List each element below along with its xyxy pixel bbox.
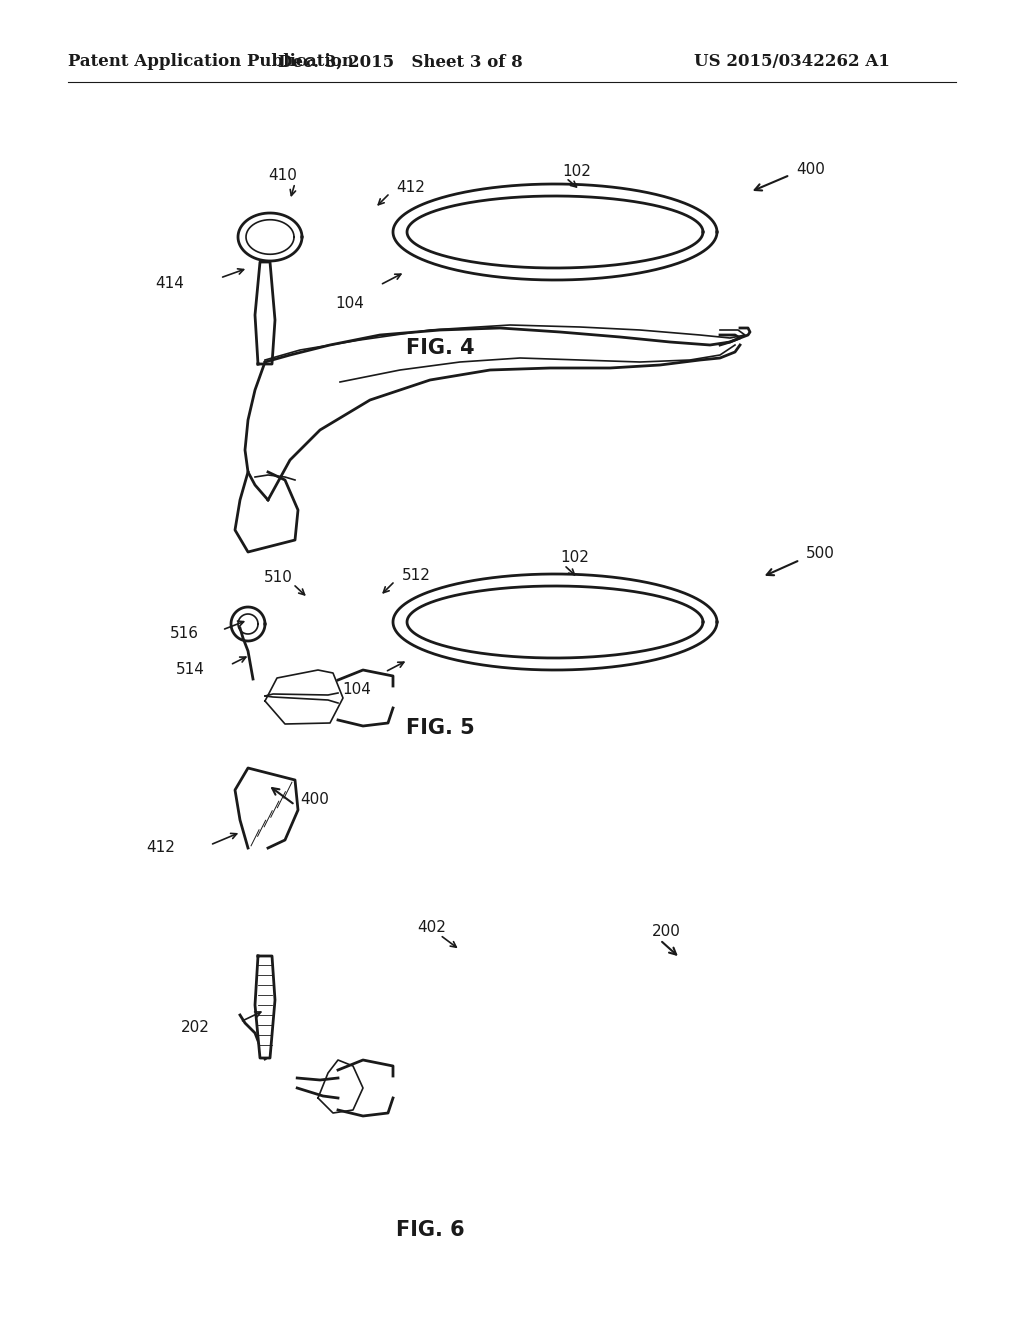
Text: 510: 510 bbox=[263, 569, 293, 585]
Text: FIG. 4: FIG. 4 bbox=[406, 338, 474, 358]
Text: 412: 412 bbox=[146, 841, 175, 855]
Text: 514: 514 bbox=[176, 663, 205, 677]
Text: 512: 512 bbox=[402, 568, 431, 582]
Text: Patent Application Publication: Patent Application Publication bbox=[68, 54, 354, 70]
Text: 500: 500 bbox=[806, 546, 835, 561]
Text: 400: 400 bbox=[300, 792, 329, 808]
Text: 102: 102 bbox=[560, 550, 589, 565]
Text: US 2015/0342262 A1: US 2015/0342262 A1 bbox=[694, 54, 890, 70]
Text: 102: 102 bbox=[562, 165, 591, 180]
Text: Dec. 3, 2015   Sheet 3 of 8: Dec. 3, 2015 Sheet 3 of 8 bbox=[278, 54, 522, 70]
Text: FIG. 5: FIG. 5 bbox=[406, 718, 474, 738]
Text: 402: 402 bbox=[418, 920, 446, 935]
Text: 200: 200 bbox=[652, 924, 681, 940]
Text: 202: 202 bbox=[181, 1020, 210, 1035]
Text: 516: 516 bbox=[170, 626, 199, 640]
Polygon shape bbox=[255, 956, 275, 1059]
Text: 412: 412 bbox=[396, 181, 425, 195]
Text: 104: 104 bbox=[336, 296, 365, 312]
Polygon shape bbox=[234, 768, 298, 847]
Text: 414: 414 bbox=[155, 276, 184, 290]
Text: 104: 104 bbox=[343, 682, 372, 697]
Text: 410: 410 bbox=[268, 168, 297, 182]
Text: FIG. 6: FIG. 6 bbox=[395, 1220, 464, 1239]
Text: 400: 400 bbox=[796, 161, 825, 177]
